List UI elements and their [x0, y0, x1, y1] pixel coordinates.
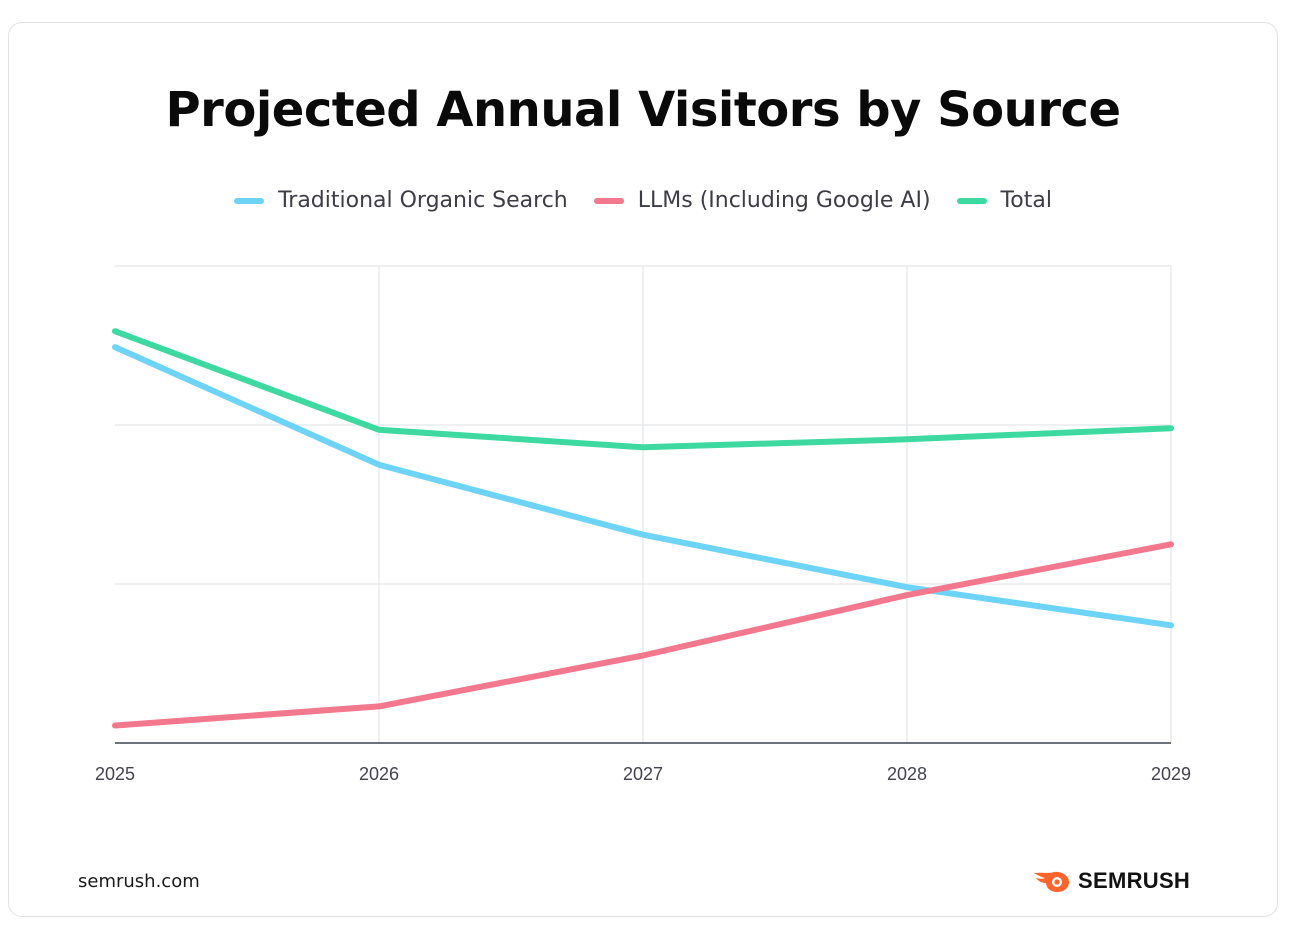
legend-label-traditional: Traditional Organic Search: [278, 188, 568, 213]
x-tick-label: 2026: [359, 764, 399, 784]
legend-label-total: Total: [1000, 188, 1052, 213]
chart-legend: Traditional Organic Search LLMs (Includi…: [8, 188, 1278, 213]
chart-title: Projected Annual Visitors by Source: [165, 82, 1122, 138]
series-line-llms: [112, 541, 1174, 729]
legend-label-llms: LLMs (Including Google AI): [637, 188, 931, 213]
brand-name: SEMRUSH: [1078, 868, 1191, 893]
x-tick-label: 2029: [1151, 764, 1191, 784]
series-line-total: [112, 328, 1174, 451]
legend-item-llms: LLMs (Including Google AI): [593, 188, 931, 213]
footer-source: semrush.com: [78, 871, 200, 892]
brand-logo: SEMRUSH: [1032, 868, 1190, 894]
legend-swatch-llms: [593, 197, 624, 204]
legend-swatch-total: [956, 197, 987, 204]
legend-item-total: Total: [956, 188, 1052, 213]
series-line-traditional: [112, 344, 1174, 629]
x-tick-label: 2028: [887, 764, 927, 784]
x-tick-label: 2025: [95, 764, 135, 784]
x-tick-label: 2027: [623, 764, 663, 784]
legend-swatch-traditional: [234, 197, 265, 204]
legend-item-traditional: Traditional Organic Search: [234, 188, 568, 213]
semrush-fire-logo-icon: [1034, 871, 1069, 892]
